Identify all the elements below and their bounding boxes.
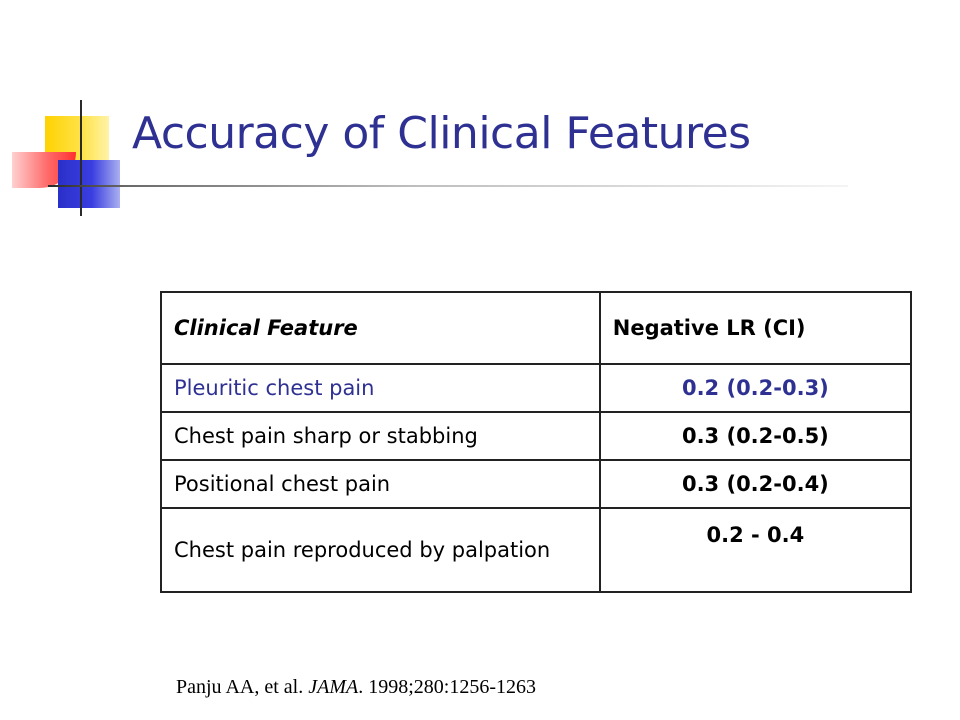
negative-lr-cell: 0.2 - 0.4 <box>598 507 913 593</box>
table-row: Chest pain sharp or stabbing 0.3 (0.2-0.… <box>160 411 913 461</box>
citation-journal: JAMA <box>308 676 359 698</box>
citation-authors: Panju AA, et al. <box>176 676 309 698</box>
header-negative-lr: Negative LR (CI) <box>598 291 913 365</box>
decorative-blue-square <box>58 160 120 208</box>
title-underline <box>48 185 848 187</box>
table-header-row: Clinical Feature Negative LR (CI) <box>160 291 913 365</box>
slide-title: Accuracy of Clinical Features <box>132 108 751 159</box>
feature-cell: Positional chest pain <box>160 459 601 509</box>
table-row: Chest pain reproduced by palpation 0.2 -… <box>160 507 913 593</box>
feature-cell: Chest pain sharp or stabbing <box>160 411 601 461</box>
feature-cell: Pleuritic chest pain <box>160 363 601 413</box>
negative-lr-cell: 0.3 (0.2-0.4) <box>598 459 913 509</box>
decorative-vertical-line <box>80 100 82 216</box>
citation: Panju AA, et al. JAMA. 1998;280:1256-126… <box>176 676 536 699</box>
negative-lr-cell: 0.3 (0.2-0.5) <box>598 411 913 461</box>
feature-cell: Chest pain reproduced by palpation <box>160 507 601 593</box>
header-clinical-feature: Clinical Feature <box>160 291 601 365</box>
citation-details: . 1998;280:1256-1263 <box>358 676 536 698</box>
table-row: Pleuritic chest pain 0.2 (0.2-0.3) <box>160 363 913 413</box>
clinical-features-table: Clinical Feature Negative LR (CI) Pleuri… <box>160 291 913 593</box>
table-row: Positional chest pain 0.3 (0.2-0.4) <box>160 459 913 509</box>
negative-lr-cell: 0.2 (0.2-0.3) <box>598 363 913 413</box>
